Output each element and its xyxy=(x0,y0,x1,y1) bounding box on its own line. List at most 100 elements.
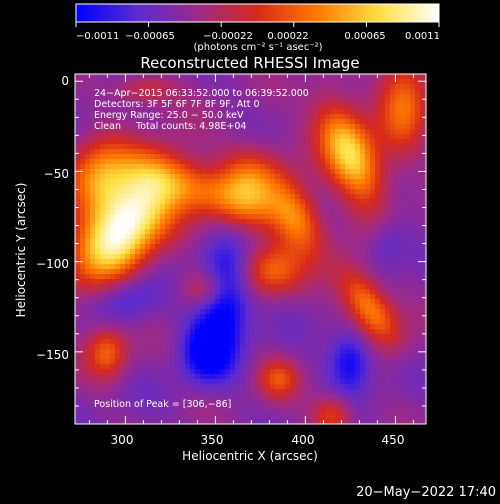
heatmap-cell xyxy=(405,234,411,240)
heatmap-cell xyxy=(185,284,191,290)
heatmap-cell xyxy=(240,189,246,195)
heatmap-cell xyxy=(260,269,266,275)
heatmap-cell xyxy=(195,169,201,175)
heatmap-cell xyxy=(285,274,291,280)
heatmap-cell xyxy=(360,94,366,100)
heatmap-cell xyxy=(85,314,91,320)
heatmap-cell xyxy=(380,74,386,80)
heatmap-cell xyxy=(135,314,141,320)
heatmap-cell xyxy=(170,379,176,385)
heatmap-cell xyxy=(220,344,226,350)
heatmap-cell xyxy=(410,324,416,330)
heatmap-cell xyxy=(150,74,156,80)
heatmap-cell xyxy=(365,339,371,345)
heatmap-cell xyxy=(120,334,126,340)
heatmap-cell xyxy=(325,289,331,295)
heatmap-cell xyxy=(325,254,331,260)
heatmap-cell xyxy=(165,134,171,140)
heatmap-cell xyxy=(285,134,291,140)
heatmap-cell xyxy=(405,264,411,270)
heatmap-cell xyxy=(140,139,146,145)
heatmap-cell xyxy=(85,394,91,400)
heatmap-cell xyxy=(250,329,256,335)
heatmap-cell xyxy=(155,334,161,340)
heatmap-cell xyxy=(310,309,316,315)
heatmap-cell xyxy=(110,249,116,255)
heatmap-cell xyxy=(290,299,296,305)
heatmap-cell xyxy=(320,274,326,280)
heatmap-cell xyxy=(150,234,156,240)
heatmap-cell xyxy=(245,409,251,415)
heatmap-cell xyxy=(240,254,246,260)
heatmap-cell xyxy=(155,344,161,350)
heatmap-cell xyxy=(145,194,151,200)
heatmap-cell xyxy=(350,324,356,330)
heatmap-cell xyxy=(150,374,156,380)
heatmap-cell xyxy=(405,209,411,215)
heatmap-cell xyxy=(350,204,356,210)
heatmap-cell xyxy=(360,389,366,395)
heatmap-cell xyxy=(335,154,341,160)
heatmap-cell xyxy=(175,79,181,85)
heatmap-cell xyxy=(390,294,396,300)
heatmap-cell xyxy=(315,104,321,110)
heatmap-cell xyxy=(115,234,121,240)
heatmap-cell xyxy=(315,379,321,385)
heatmap-cell xyxy=(255,404,261,410)
heatmap-cell xyxy=(135,164,141,170)
heatmap-cell xyxy=(105,79,111,85)
heatmap-cell xyxy=(295,374,301,380)
heatmap-cell xyxy=(300,144,306,150)
heatmap-cell xyxy=(410,289,416,295)
heatmap-cell xyxy=(90,249,96,255)
heatmap-cell xyxy=(75,289,81,295)
heatmap-cell xyxy=(405,144,411,150)
heatmap-cell xyxy=(100,249,106,255)
heatmap-cell xyxy=(275,379,281,385)
heatmap-cell xyxy=(205,174,211,180)
heatmap-cell xyxy=(110,324,116,330)
heatmap-cell xyxy=(360,84,366,90)
heatmap-cell xyxy=(315,134,321,140)
heatmap-cell xyxy=(340,159,346,165)
heatmap-cell xyxy=(295,114,301,120)
heatmap-cell xyxy=(320,389,326,395)
heatmap-cell xyxy=(280,199,286,205)
heatmap-cell xyxy=(280,104,286,110)
heatmap-cell xyxy=(90,374,96,380)
heatmap-cell xyxy=(350,314,356,320)
heatmap-cell xyxy=(75,234,81,240)
heatmap-cell xyxy=(130,204,136,210)
heatmap-cell xyxy=(75,314,81,320)
heatmap-cell xyxy=(140,169,146,175)
heatmap-cell xyxy=(115,249,121,255)
heatmap-cell xyxy=(290,204,296,210)
heatmap-cell xyxy=(420,104,426,110)
heatmap-cell xyxy=(365,399,371,405)
heatmap-cell xyxy=(165,254,171,260)
heatmap-cell xyxy=(275,344,281,350)
heatmap-cell xyxy=(355,179,361,185)
heatmap-cell xyxy=(225,134,231,140)
heatmap-cell xyxy=(225,174,231,180)
heatmap-cell xyxy=(220,279,226,285)
heatmap-cell xyxy=(210,364,216,370)
heatmap-cell xyxy=(350,269,356,275)
heatmap-cell xyxy=(415,274,421,280)
heatmap-cell xyxy=(80,179,86,185)
heatmap-cell xyxy=(375,154,381,160)
heatmap-cell xyxy=(380,119,386,125)
heatmap-cell xyxy=(230,264,236,270)
heatmap-cell xyxy=(115,374,121,380)
heatmap-cell xyxy=(180,279,186,285)
heatmap-cell xyxy=(155,349,161,355)
heatmap-cell xyxy=(245,239,251,245)
heatmap-cell xyxy=(265,414,271,420)
heatmap-cell xyxy=(280,359,286,365)
heatmap-cell xyxy=(290,389,296,395)
heatmap-cell xyxy=(80,134,86,140)
heatmap-cell xyxy=(400,229,406,235)
heatmap-cell xyxy=(255,79,261,85)
heatmap-cell xyxy=(295,154,301,160)
heatmap-cell xyxy=(385,159,391,165)
